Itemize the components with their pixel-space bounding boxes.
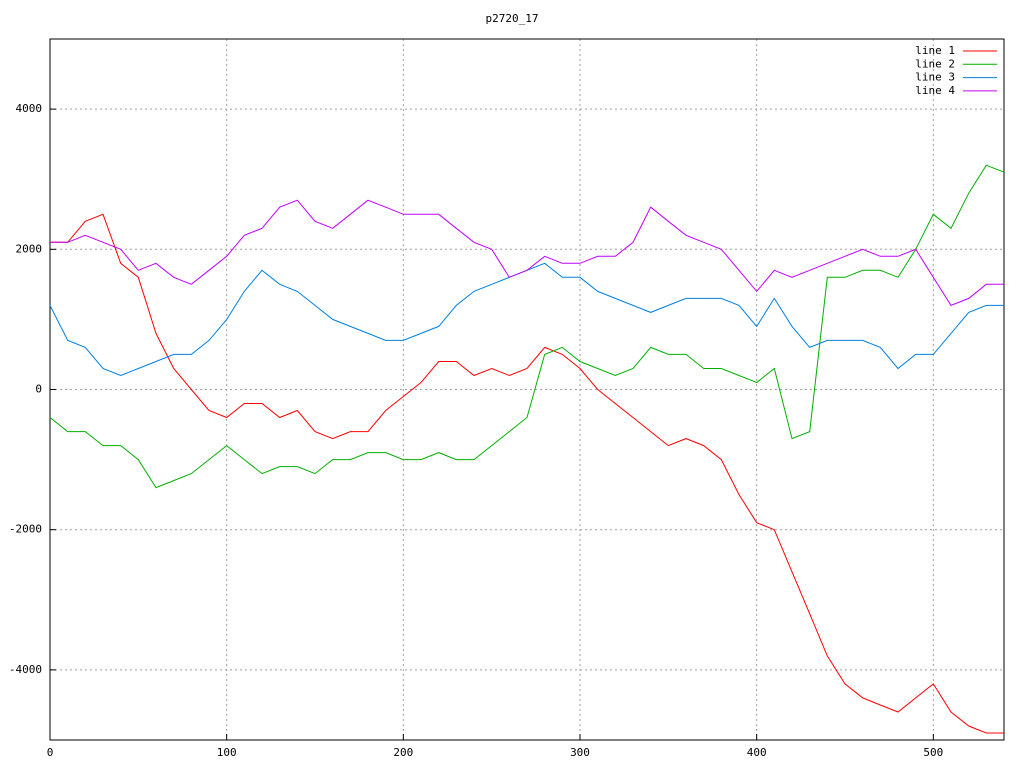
plot-frame — [49, 38, 1005, 741]
x-tick-label: 200 — [393, 746, 413, 759]
x-tick-label: 100 — [217, 746, 237, 759]
legend-label: line 3 — [915, 71, 955, 84]
chart-title: p2720_17 — [486, 12, 539, 25]
y-tick-label: -2000 — [9, 523, 42, 536]
data-line — [49, 262, 1004, 377]
y-tick-label: 4000 — [16, 102, 43, 115]
data-line — [50, 199, 1004, 307]
y-tick-label: 0 — [35, 383, 42, 396]
legend-label: line 1 — [915, 44, 955, 57]
x-tick-label: 300 — [570, 746, 590, 759]
legend-label: line 2 — [915, 57, 955, 70]
data-line — [50, 213, 1004, 734]
y-tick-label: 2000 — [16, 242, 43, 255]
x-tick-label: 400 — [747, 746, 767, 759]
y-tick-label: -4000 — [9, 663, 42, 676]
legend-label: line 4 — [915, 84, 955, 97]
x-tick-label: 500 — [923, 746, 943, 759]
data-line — [49, 164, 1005, 489]
x-tick-label: 0 — [47, 746, 54, 759]
